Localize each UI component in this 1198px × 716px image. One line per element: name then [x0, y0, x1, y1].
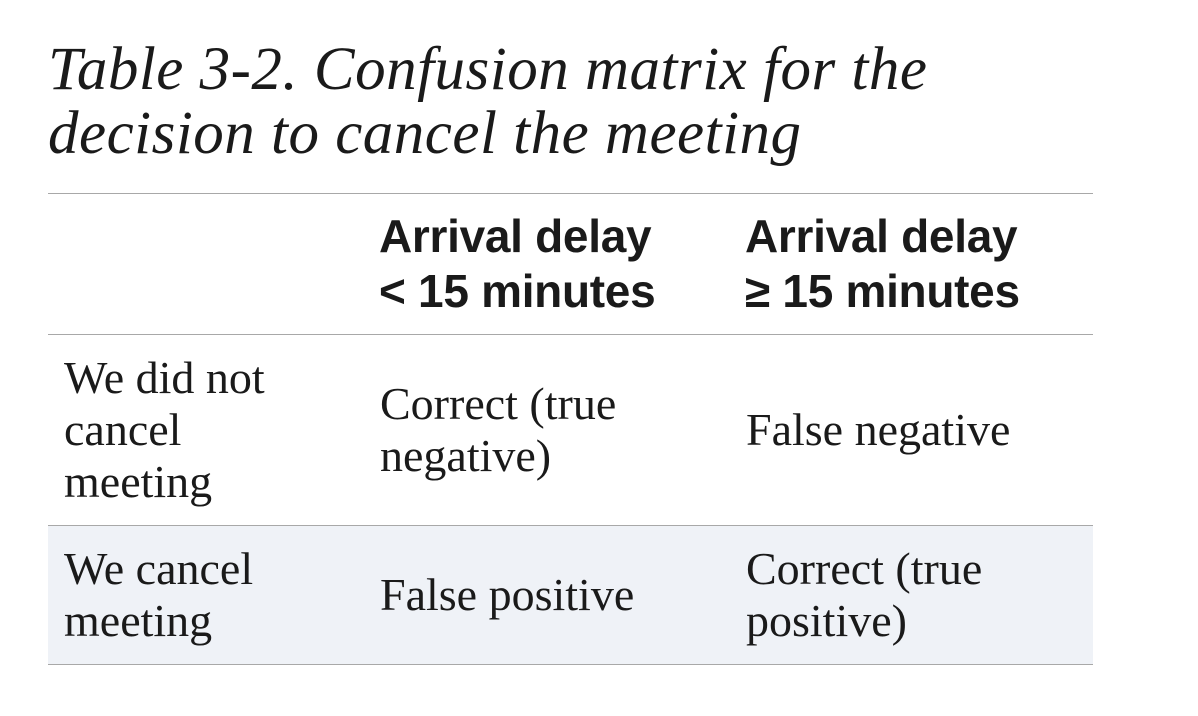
row-label-cell: We cancel meeting — [48, 525, 364, 665]
table-header-row: Arrival delay < 15 minutes Arrival delay… — [48, 193, 1093, 335]
header-delay-15-or-more: Arrival delay ≥ 15 minutes — [730, 194, 1093, 335]
table-row-cancel: We cancel meeting False positive Correct… — [48, 525, 1093, 665]
cell-text-line: False positive — [380, 569, 635, 620]
row-label-line: meeting — [64, 595, 213, 646]
cell-true-positive: Correct (true positive) — [730, 525, 1093, 665]
header-text-line: < 15 minutes — [379, 265, 656, 317]
caption-line-2: decision to cancel the meeting — [48, 100, 802, 167]
confusion-matrix-table: Arrival delay < 15 minutes Arrival delay… — [48, 193, 1093, 665]
header-delay-under-15: Arrival delay < 15 minutes — [364, 194, 730, 335]
cell-text-line: negative) — [380, 430, 552, 481]
row-label-line: meeting — [64, 456, 213, 507]
cell-true-negative: Correct (true negative) — [364, 335, 730, 526]
cell-text-line: Correct (true — [380, 378, 617, 429]
header-text-line: Arrival delay — [745, 210, 1018, 262]
cell-false-positive: False positive — [364, 525, 730, 665]
table-caption: Table 3-2. Confusion matrix for the deci… — [48, 38, 1148, 166]
row-label-line: cancel — [64, 404, 182, 455]
header-text-line: Arrival delay — [379, 210, 652, 262]
header-corner-cell — [48, 194, 364, 335]
caption-line-1: Table 3-2. Confusion matrix for the — [48, 36, 928, 103]
row-label-line: We cancel — [64, 543, 254, 594]
cell-text-line: Correct (true — [746, 543, 983, 594]
row-label-cell: We did not cancel meeting — [48, 335, 364, 526]
cell-false-negative: False negative — [730, 335, 1093, 526]
cell-text-line: False negative — [746, 404, 1011, 455]
row-label-line: We did not — [64, 352, 265, 403]
header-text-line: ≥ 15 minutes — [745, 265, 1020, 317]
cell-text-line: positive) — [746, 595, 907, 646]
table-row-did-not-cancel: We did not cancel meeting Correct (true … — [48, 334, 1093, 526]
